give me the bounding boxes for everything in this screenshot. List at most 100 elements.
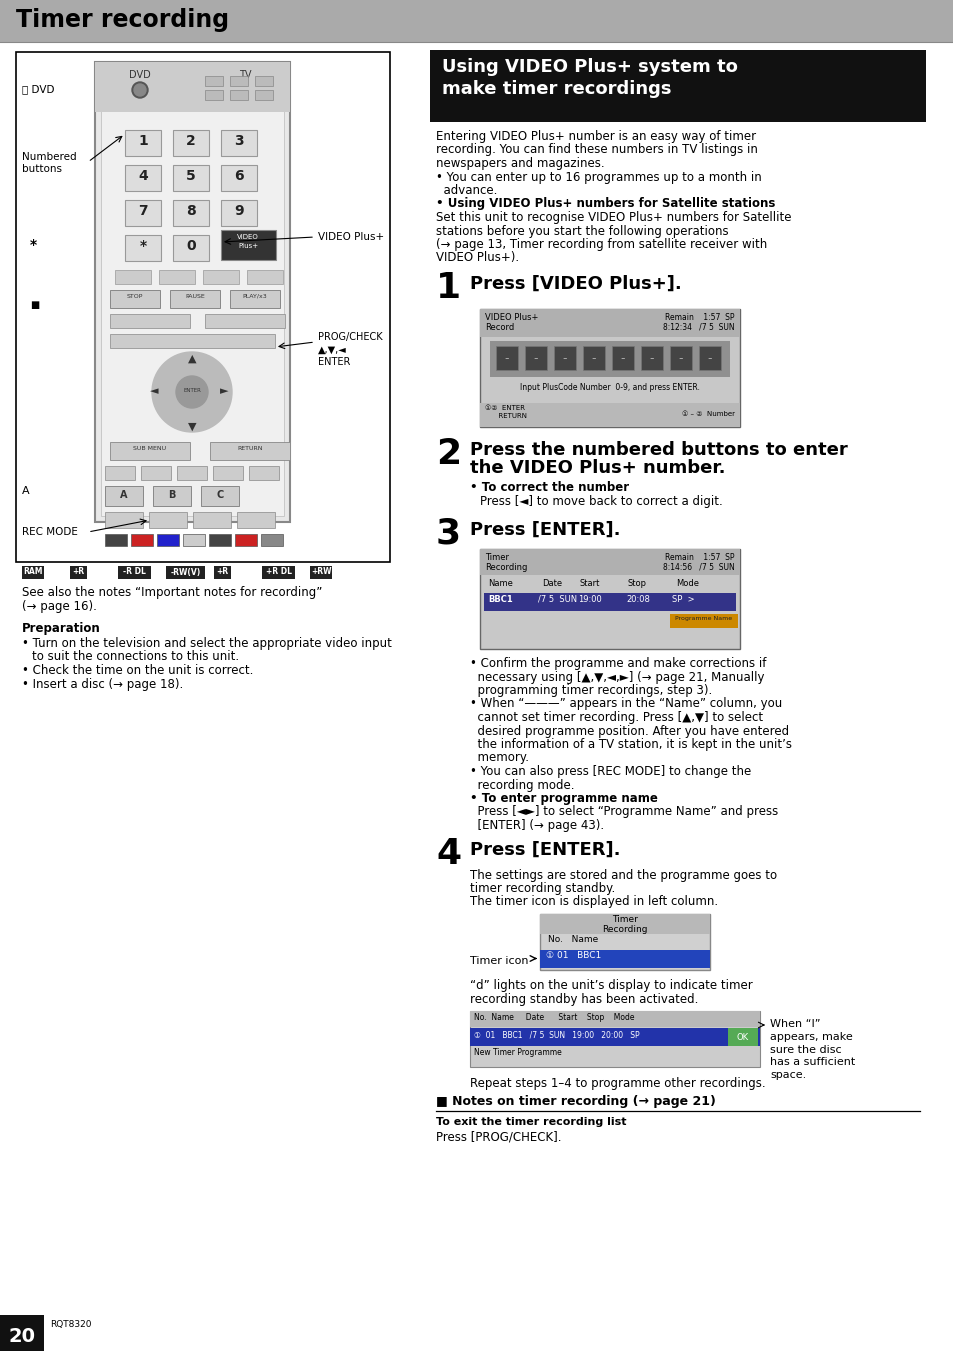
Bar xyxy=(105,486,143,507)
Bar xyxy=(70,566,87,580)
Text: +R: +R xyxy=(72,567,85,577)
Text: No.   Name: No. Name xyxy=(547,935,598,944)
Bar xyxy=(479,549,740,648)
Text: VIDEO Plus+: VIDEO Plus+ xyxy=(484,313,537,322)
Text: B: B xyxy=(168,490,175,500)
Bar xyxy=(0,1315,44,1351)
Bar xyxy=(0,0,953,42)
Bar xyxy=(230,91,248,100)
Text: Repeat steps 1–4 to programme other recordings.: Repeat steps 1–4 to programme other reco… xyxy=(470,1077,765,1090)
Bar xyxy=(110,313,190,328)
Text: A: A xyxy=(120,490,128,500)
Text: 4: 4 xyxy=(138,169,148,182)
Text: PLAY/x3: PLAY/x3 xyxy=(242,295,267,299)
Text: STOP: STOP xyxy=(127,295,143,299)
Bar xyxy=(213,466,243,480)
Bar xyxy=(669,346,691,370)
Bar xyxy=(201,486,239,507)
Text: +R: +R xyxy=(216,567,229,577)
Text: (→ page 16).: (→ page 16). xyxy=(22,600,97,613)
Bar xyxy=(310,566,333,580)
Bar xyxy=(205,91,223,100)
Bar xyxy=(261,534,283,546)
Text: the information of a TV station, it is kept in the unit’s: the information of a TV station, it is k… xyxy=(470,738,791,751)
Bar xyxy=(105,534,127,546)
Bar xyxy=(170,290,220,308)
Text: 9: 9 xyxy=(233,204,244,218)
Bar xyxy=(539,913,709,934)
Bar xyxy=(479,309,740,336)
Bar xyxy=(262,566,295,580)
Bar xyxy=(539,950,709,967)
Bar xyxy=(230,290,280,308)
Text: ►: ► xyxy=(219,386,228,396)
Bar xyxy=(699,346,720,370)
Text: recording standby has been activated.: recording standby has been activated. xyxy=(470,993,698,1006)
Text: VIDEO Plus+: VIDEO Plus+ xyxy=(317,232,384,242)
Bar xyxy=(640,346,662,370)
Text: • Turn on the television and select the appropriate video input: • Turn on the television and select the … xyxy=(22,638,392,650)
Text: 3: 3 xyxy=(233,134,244,149)
Bar xyxy=(254,91,273,100)
Text: *: * xyxy=(139,239,147,253)
Bar xyxy=(249,466,278,480)
Bar xyxy=(101,68,284,516)
Bar xyxy=(470,1011,760,1027)
Bar xyxy=(236,512,274,528)
Text: 8:12:34   /7 5  SUN: 8:12:34 /7 5 SUN xyxy=(662,323,734,332)
Bar xyxy=(110,290,160,308)
Text: Entering VIDEO Plus+ number is an easy way of timer: Entering VIDEO Plus+ number is an easy w… xyxy=(436,130,756,143)
Text: Timer icon: Timer icon xyxy=(470,955,528,966)
Bar xyxy=(172,165,209,190)
Text: • To correct the number: • To correct the number xyxy=(470,481,628,494)
Bar xyxy=(479,403,740,427)
Text: “d” lights on the unit’s display to indicate timer: “d” lights on the unit’s display to indi… xyxy=(470,979,752,993)
Bar xyxy=(95,62,290,521)
Text: When “I”
appears, make
sure the disc
has a sufficient
space.: When “I” appears, make sure the disc has… xyxy=(769,1019,854,1081)
Bar xyxy=(230,76,248,86)
Text: To exit the timer recording list: To exit the timer recording list xyxy=(436,1117,626,1127)
Bar xyxy=(125,130,161,155)
Text: • Using VIDEO Plus+ numbers for Satellite stations: • Using VIDEO Plus+ numbers for Satellit… xyxy=(436,197,775,211)
Bar xyxy=(490,340,729,377)
Text: 2: 2 xyxy=(436,436,460,471)
Text: ① – ②  Number: ① – ② Number xyxy=(681,411,734,417)
Text: desired programme position. After you have entered: desired programme position. After you ha… xyxy=(470,724,788,738)
Text: advance.: advance. xyxy=(436,184,497,197)
Text: RETURN: RETURN xyxy=(237,446,262,451)
Text: timer recording standby.: timer recording standby. xyxy=(470,882,615,894)
Text: 3: 3 xyxy=(436,517,460,551)
Text: • You can also press [REC MODE] to change the: • You can also press [REC MODE] to chang… xyxy=(470,765,750,778)
Text: C: C xyxy=(216,490,223,500)
Bar xyxy=(221,230,275,259)
Bar xyxy=(483,593,735,611)
Text: ▼: ▼ xyxy=(188,422,196,432)
Bar xyxy=(110,334,274,349)
Text: • To enter programme name: • To enter programme name xyxy=(470,792,658,805)
Bar xyxy=(247,270,283,284)
Bar xyxy=(193,512,231,528)
Text: Recording: Recording xyxy=(484,563,527,571)
Text: 1: 1 xyxy=(138,134,148,149)
Text: • Check the time on the unit is correct.: • Check the time on the unit is correct. xyxy=(22,663,253,677)
Text: A: A xyxy=(22,486,30,496)
Bar xyxy=(254,76,273,86)
Bar xyxy=(125,200,161,226)
Bar xyxy=(110,442,190,459)
Text: 20:08: 20:08 xyxy=(625,594,649,604)
Text: TV: TV xyxy=(238,70,251,80)
Bar xyxy=(496,346,517,370)
Text: RQT8320: RQT8320 xyxy=(50,1320,91,1329)
Text: BBC1: BBC1 xyxy=(488,594,512,604)
Bar xyxy=(172,130,209,155)
Bar xyxy=(213,566,231,580)
Text: Remain    1:57  SP: Remain 1:57 SP xyxy=(665,313,734,322)
Text: Timer: Timer xyxy=(612,916,638,924)
Circle shape xyxy=(152,353,232,432)
Text: Timer recording: Timer recording xyxy=(16,8,229,32)
Bar xyxy=(105,466,135,480)
Text: Press the numbered buttons to enter: Press the numbered buttons to enter xyxy=(470,440,847,459)
Text: Press [ENTER].: Press [ENTER]. xyxy=(470,521,619,539)
Bar xyxy=(727,1028,758,1046)
Text: (→ page 13, Timer recording from satellite receiver with: (→ page 13, Timer recording from satelli… xyxy=(436,238,766,251)
